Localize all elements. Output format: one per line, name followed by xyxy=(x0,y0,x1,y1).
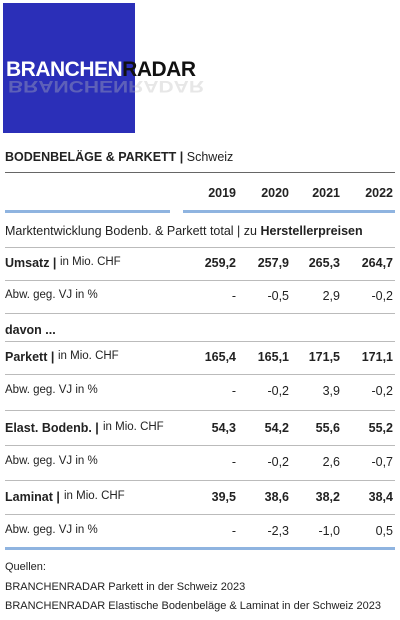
divider xyxy=(183,210,395,213)
subtitle-bold: Herstellerpreisen xyxy=(260,224,363,238)
logo-part: RADAR xyxy=(122,58,196,81)
cell-value: 264,7 xyxy=(361,256,393,270)
year-header: 2021 xyxy=(312,186,340,200)
year-header: 2020 xyxy=(261,186,289,200)
cell-value: - xyxy=(231,455,236,469)
cell-value: -1,0 xyxy=(318,524,340,538)
row-divider xyxy=(5,247,395,248)
title: BODENBELÄGE & PARKETT | Schweiz xyxy=(5,150,233,164)
cell-value: 55,6 xyxy=(315,421,340,435)
cell-value: 0,5 xyxy=(375,524,393,538)
subtitle-normal: Marktentwicklung Bodenb. & Parkett total… xyxy=(5,224,257,238)
cell-value: -0,2 xyxy=(267,455,289,469)
subtitle: Marktentwicklung Bodenb. & Parkett total… xyxy=(5,224,363,238)
cell-value: 165,4 xyxy=(204,350,236,364)
cell-value: - xyxy=(231,289,236,303)
sources-label: Quellen: xyxy=(5,561,46,573)
row-name: Elast. Bodenb. | xyxy=(5,421,99,435)
logo-part: BRANCHEN xyxy=(6,58,123,81)
cell-value: 38,6 xyxy=(264,490,289,504)
cell-value: 2,6 xyxy=(322,455,340,469)
row-unit: Abw. geg. VJ in % xyxy=(5,455,98,467)
row-divider xyxy=(5,480,395,481)
row-divider xyxy=(5,280,395,281)
row-name: Parkett | xyxy=(5,350,55,364)
cell-value: -0,5 xyxy=(267,289,289,303)
cell-value: 2,9 xyxy=(322,289,340,303)
cell-value: 38,4 xyxy=(368,490,393,504)
row-unit: in Mio. CHF xyxy=(58,350,119,362)
row-unit: in Mio. CHF xyxy=(60,256,121,268)
source-item: BRANCHENRADAR Parkett in der Schweiz 202… xyxy=(5,581,246,593)
row-unit: Abw. geg. VJ in % xyxy=(5,384,98,396)
cell-value: 54,2 xyxy=(264,421,289,435)
cell-value: 259,2 xyxy=(204,256,236,270)
row-divider xyxy=(5,514,395,515)
cell-value: 39,5 xyxy=(211,490,236,504)
row-divider xyxy=(5,313,395,314)
cell-value: 55,2 xyxy=(368,421,393,435)
cell-value: 257,9 xyxy=(257,256,289,270)
source-item: BRANCHENRADAR Elastische Bodenbeläge & L… xyxy=(5,600,382,612)
divider xyxy=(5,547,395,550)
cell-value: 38,2 xyxy=(315,490,340,504)
cell-value: 171,5 xyxy=(308,350,340,364)
row-name: Laminat | xyxy=(5,490,60,504)
cell-value: -0,7 xyxy=(371,455,393,469)
row-divider xyxy=(5,374,395,375)
cell-value: - xyxy=(231,384,236,398)
logo: BRANCHENRADAR xyxy=(6,58,196,82)
cell-value: -0,2 xyxy=(267,384,289,398)
title-normal: Schweiz xyxy=(186,150,234,164)
cell-value: 165,1 xyxy=(257,350,289,364)
row-name: davon ... xyxy=(5,323,56,337)
cell-value: 265,3 xyxy=(308,256,340,270)
divider xyxy=(5,210,170,213)
row-unit: in Mio. CHF xyxy=(103,421,164,433)
cell-value: 54,3 xyxy=(211,421,236,435)
year-header: 2019 xyxy=(208,186,236,200)
row-divider xyxy=(5,445,395,446)
cell-value: -0,2 xyxy=(371,384,393,398)
cell-value: 3,9 xyxy=(322,384,340,398)
cell-value: - xyxy=(231,524,236,538)
cell-value: -0,2 xyxy=(371,289,393,303)
row-unit: Abw. geg. VJ in % xyxy=(5,524,98,536)
divider xyxy=(5,172,395,173)
row-unit: in Mio. CHF xyxy=(64,490,125,502)
title-bold: BODENBELÄGE & PARKETT | xyxy=(5,150,184,164)
cell-value: -2,3 xyxy=(267,524,289,538)
row-divider xyxy=(5,410,395,411)
logo-box xyxy=(3,3,135,133)
row-name: Umsatz | xyxy=(5,256,57,270)
row-divider xyxy=(5,341,395,342)
year-header: 2022 xyxy=(365,186,393,200)
cell-value: 171,1 xyxy=(361,350,393,364)
row-unit: Abw. geg. VJ in % xyxy=(5,289,98,301)
